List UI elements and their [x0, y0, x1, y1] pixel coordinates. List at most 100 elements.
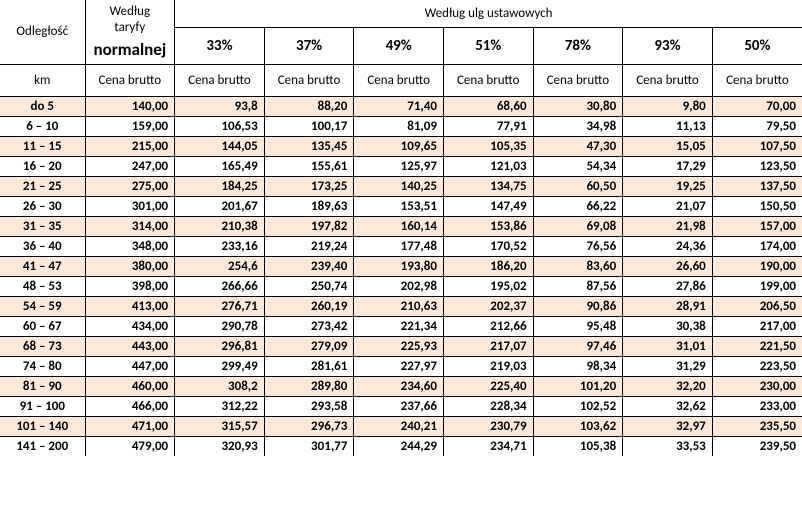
distance-cell: do 5 — [0, 96, 85, 116]
price-cell: 190,00 — [712, 256, 802, 276]
table-row: 81 – 90460,00308,2289,80234,60225,40101,… — [0, 376, 802, 396]
price-cell: 105,38 — [533, 436, 623, 456]
distance-cell: 48 – 53 — [0, 276, 85, 296]
price-cell: 155,61 — [264, 156, 354, 176]
price-cell: 289,80 — [264, 376, 354, 396]
distance-cell: 141 – 200 — [0, 436, 85, 456]
distance-cell: 54 – 59 — [0, 296, 85, 316]
price-cell: 247,00 — [85, 156, 175, 176]
table-row: do 5140,0093,888,2071,4068,6030,809,8070… — [0, 96, 802, 116]
price-cell: 98,34 — [533, 356, 623, 376]
price-cell: 26,60 — [623, 256, 713, 276]
price-cell: 95,48 — [533, 316, 623, 336]
table-row: 68 – 73443,00296,81279,09225,93217,0797,… — [0, 336, 802, 356]
price-cell: 221,50 — [712, 336, 802, 356]
price-cell: 240,21 — [354, 416, 444, 436]
distance-cell: 91 – 100 — [0, 396, 85, 416]
pct-51: 51% — [443, 28, 533, 65]
table-row: 54 – 59413,00276,71260,19210,63202,3790,… — [0, 296, 802, 316]
price-cell: 275,00 — [85, 176, 175, 196]
price-cell: 308,2 — [175, 376, 265, 396]
price-cell: 219,03 — [443, 356, 533, 376]
price-cell: 77,91 — [443, 116, 533, 136]
price-cell: 21,07 — [623, 196, 713, 216]
price-cell: 33,53 — [623, 436, 713, 456]
price-cell: 28,91 — [623, 296, 713, 316]
price-cell: 135,45 — [264, 136, 354, 156]
gross-label-1: Cena brutto — [175, 64, 265, 96]
price-cell: 144,05 — [175, 136, 265, 156]
price-cell: 32,62 — [623, 396, 713, 416]
pct-49: 49% — [354, 28, 444, 65]
table-row: 21 – 25275,00184,25173,25140,25134,7560,… — [0, 176, 802, 196]
header-discounts: Według ulg ustawowych — [175, 0, 802, 28]
pct-50: 50% — [712, 28, 802, 65]
price-cell: 230,79 — [443, 416, 533, 436]
price-cell: 234,60 — [354, 376, 444, 396]
distance-cell: 31 – 35 — [0, 216, 85, 236]
price-cell: 31,29 — [623, 356, 713, 376]
price-cell: 31,01 — [623, 336, 713, 356]
table-row: 6 – 10159,00106,53100,1781,0977,9134,981… — [0, 116, 802, 136]
price-cell: 157,00 — [712, 216, 802, 236]
table-row: 31 – 35314,00210,38197,82160,14153,8669,… — [0, 216, 802, 236]
table-row: 41 – 47380,00254,6239,40193,80186,2083,6… — [0, 256, 802, 276]
price-cell: 466,00 — [85, 396, 175, 416]
price-cell: 237,66 — [354, 396, 444, 416]
price-cell: 160,14 — [354, 216, 444, 236]
price-cell: 90,86 — [533, 296, 623, 316]
pct-33: 33% — [175, 28, 265, 65]
price-cell: 88,20 — [264, 96, 354, 116]
distance-cell: 68 – 73 — [0, 336, 85, 356]
price-cell: 273,42 — [264, 316, 354, 336]
price-cell: 460,00 — [85, 376, 175, 396]
header-normal-tariff: Według taryfy normalnej — [85, 0, 175, 64]
table-row: 74 – 80447,00299,49281,61227,97219,0398,… — [0, 356, 802, 376]
price-cell: 107,50 — [712, 136, 802, 156]
price-cell: 225,93 — [354, 336, 444, 356]
price-cell: 221,34 — [354, 316, 444, 336]
price-cell: 30,38 — [623, 316, 713, 336]
gross-label-0: Cena brutto — [85, 64, 175, 96]
price-cell: 230,00 — [712, 376, 802, 396]
price-cell: 70,00 — [712, 96, 802, 116]
pct-78: 78% — [533, 28, 623, 65]
table-row: 48 – 53398,00266,66250,74202,98195,0287,… — [0, 276, 802, 296]
price-cell: 296,81 — [175, 336, 265, 356]
price-cell: 250,74 — [264, 276, 354, 296]
price-cell: 106,53 — [175, 116, 265, 136]
price-cell: 299,49 — [175, 356, 265, 376]
price-cell: 266,66 — [175, 276, 265, 296]
distance-cell: 11 – 15 — [0, 136, 85, 156]
distance-cell: 21 – 25 — [0, 176, 85, 196]
price-cell: 19,25 — [623, 176, 713, 196]
price-cell: 233,00 — [712, 396, 802, 416]
price-cell: 32,97 — [623, 416, 713, 436]
gross-label-3: Cena brutto — [354, 64, 444, 96]
price-cell: 83,60 — [533, 256, 623, 276]
price-cell: 225,40 — [443, 376, 533, 396]
price-cell: 314,00 — [85, 216, 175, 236]
price-cell: 103,62 — [533, 416, 623, 436]
gross-label-7: Cena brutto — [712, 64, 802, 96]
price-cell: 125,97 — [354, 156, 444, 176]
table-row: 36 – 40348,00233,16219,24177,48170,5276,… — [0, 236, 802, 256]
price-cell: 47,30 — [533, 136, 623, 156]
fare-table: Odległość Według taryfy normalnej Według… — [0, 0, 802, 456]
price-cell: 97,46 — [533, 336, 623, 356]
price-cell: 290,78 — [175, 316, 265, 336]
pct-93: 93% — [623, 28, 713, 65]
price-cell: 199,00 — [712, 276, 802, 296]
distance-cell: 36 – 40 — [0, 236, 85, 256]
price-cell: 312,22 — [175, 396, 265, 416]
gross-label-6: Cena brutto — [623, 64, 713, 96]
price-cell: 76,56 — [533, 236, 623, 256]
price-cell: 174,00 — [712, 236, 802, 256]
price-cell: 223,50 — [712, 356, 802, 376]
normal-line-1: Według — [88, 4, 173, 20]
price-cell: 60,50 — [533, 176, 623, 196]
price-cell: 69,08 — [533, 216, 623, 236]
price-cell: 100,17 — [264, 116, 354, 136]
table-row: 141 – 200479,00320,93301,77244,29234,711… — [0, 436, 802, 456]
price-cell: 210,38 — [175, 216, 265, 236]
